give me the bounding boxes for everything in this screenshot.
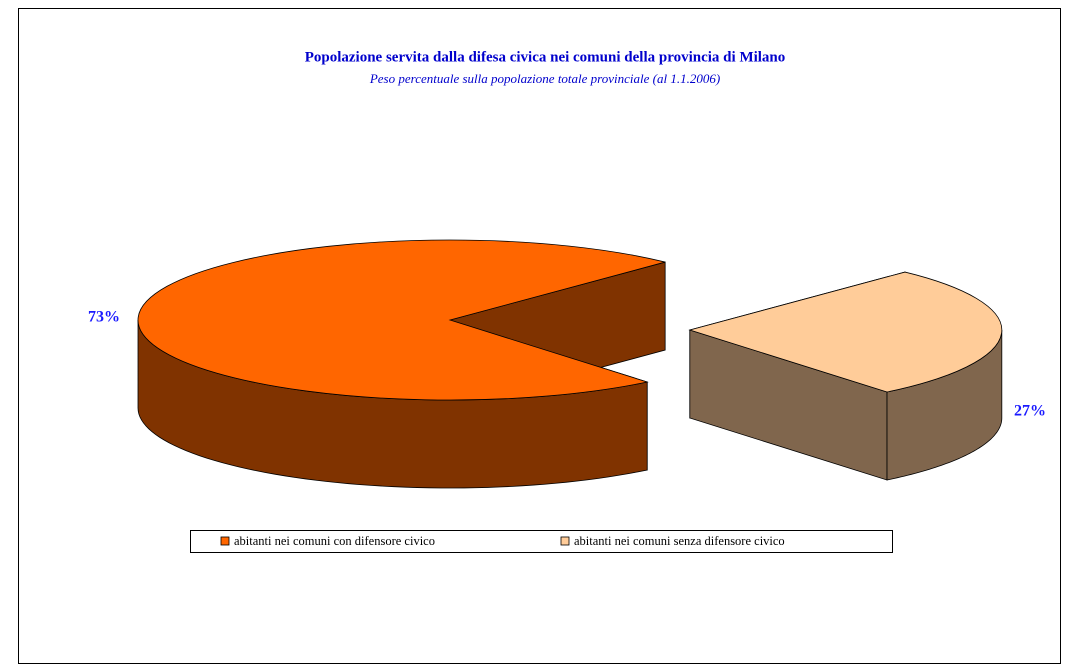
data-label: 73%	[88, 309, 120, 326]
legend-box	[190, 530, 893, 553]
legend-label: abitanti nei comuni senza difensore civi…	[574, 534, 785, 548]
slice	[688, 271, 1003, 393]
chart-subtitle: Peso percentuale sulla popolazione total…	[369, 71, 720, 86]
legend-swatch	[220, 536, 230, 546]
legend-swatch	[560, 536, 570, 546]
chart-title: Popolazione servita dalla difesa civica …	[305, 49, 786, 65]
legend-label: abitanti nei comuni con difensore civico	[234, 534, 435, 548]
slice	[137, 239, 666, 401]
data-label: 27%	[1014, 403, 1046, 420]
